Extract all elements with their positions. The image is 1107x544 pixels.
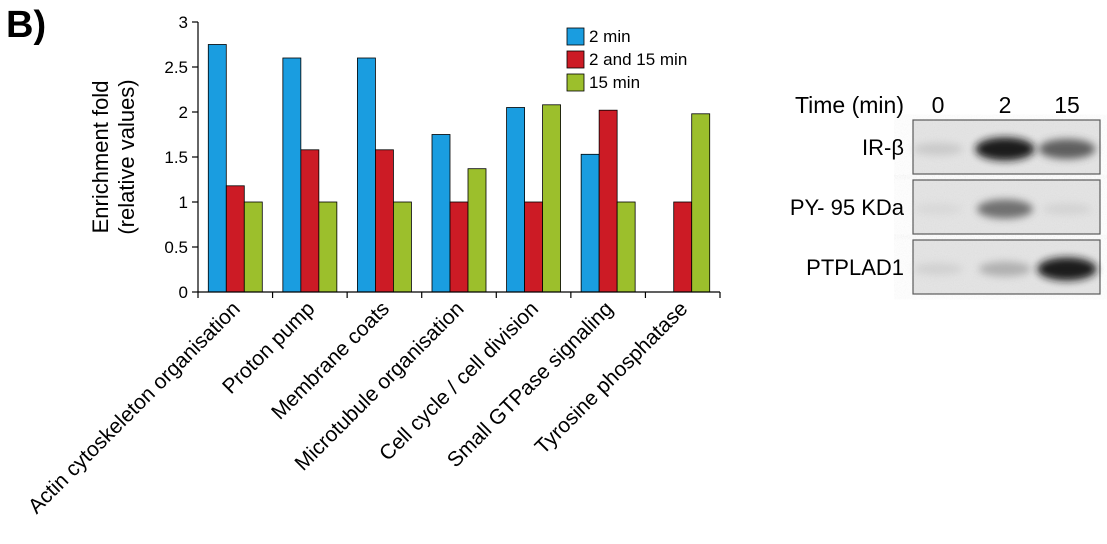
blot-time-points: 0 2 15 <box>932 92 1080 118</box>
blot-band <box>913 263 963 275</box>
bar-2and15min <box>673 201 693 293</box>
legend-swatch <box>566 50 585 69</box>
bar-chart: Enrichment fold (relative values) 0 0.5 1 1… <box>24 13 721 518</box>
blot-time-point: 0 <box>932 92 945 118</box>
bar-15min <box>467 168 487 293</box>
blot-row-label: IR-β <box>862 135 904 160</box>
blot-band <box>977 199 1033 219</box>
legend-label: 2 and 15 min <box>589 50 687 69</box>
bar-2min <box>506 107 525 293</box>
panel-label: B) <box>6 4 47 46</box>
bar-2and15min <box>300 149 320 293</box>
bar-2min <box>431 134 451 293</box>
bar-2and15min <box>598 109 618 293</box>
bar-2and15min <box>449 201 469 293</box>
y-tick-label: 0.5 <box>164 238 188 257</box>
bar-2min <box>580 153 600 293</box>
y-tick-label: 2 <box>179 103 188 122</box>
blot-row-label: PTPLAD1 <box>806 255 904 280</box>
blot-row: IR-β <box>862 119 1101 175</box>
bar-15min <box>542 104 561 293</box>
western-blot: Time (min) 0 2 15 IR-β PY- 95 KDa PTPLAD1 <box>790 92 1101 295</box>
blot-band <box>975 137 1035 161</box>
y-tick-label: 3 <box>179 13 188 32</box>
blot-row: PTPLAD1 <box>806 239 1101 295</box>
bar-2min <box>207 44 227 293</box>
y-tick-label: 2.5 <box>164 58 188 77</box>
legend-label: 15 min <box>589 73 640 92</box>
blot-time-point: 15 <box>1054 92 1080 118</box>
x-axis <box>197 291 721 298</box>
y-axis-title: Enrichment fold (relative values) <box>88 79 139 234</box>
y-tick-label: 1 <box>179 193 188 212</box>
blot-band <box>912 142 964 156</box>
bar-15min <box>318 201 338 293</box>
category-label: Actin cytoskeleton organisation <box>24 297 245 518</box>
bar-15min <box>691 113 711 293</box>
y-axis: 0 0.5 1 1.5 2 2.5 3 <box>164 13 199 302</box>
bar-15min <box>243 201 263 293</box>
bar-2and15min <box>225 185 245 293</box>
legend-swatch <box>566 73 585 92</box>
y-axis-title-line-1: Enrichment fold <box>88 81 113 234</box>
y-axis-title-line-2: (relative values) <box>114 79 139 234</box>
blot-rows: IR-β PY- 95 KDa PTPLAD1 <box>790 119 1101 295</box>
legend-label: 2 min <box>589 27 631 46</box>
bar-2and15min <box>375 149 394 293</box>
bar-15min <box>393 201 412 293</box>
blot-band <box>1037 257 1097 281</box>
blot-band <box>913 203 963 215</box>
blot-time-point: 2 <box>999 92 1012 118</box>
blot-band <box>978 261 1032 277</box>
y-tick-label: 0 <box>179 283 188 302</box>
blot-time-header: Time (min) <box>795 92 904 118</box>
category-label: Tyrosine phosphatase <box>531 297 693 459</box>
legend-swatch <box>566 27 585 46</box>
legend: 2 min 2 and 15 min 15 min <box>566 27 687 92</box>
y-tick-label: 1.5 <box>164 148 188 167</box>
bar-2min <box>282 57 302 293</box>
bar-15min <box>616 201 636 293</box>
blot-row: PY- 95 KDa <box>790 179 1101 235</box>
blot-band <box>1038 138 1096 160</box>
blot-band <box>1042 203 1092 215</box>
bar-2min <box>357 57 376 293</box>
blot-row-label: PY- 95 KDa <box>790 195 905 220</box>
bar-2and15min <box>524 201 543 293</box>
